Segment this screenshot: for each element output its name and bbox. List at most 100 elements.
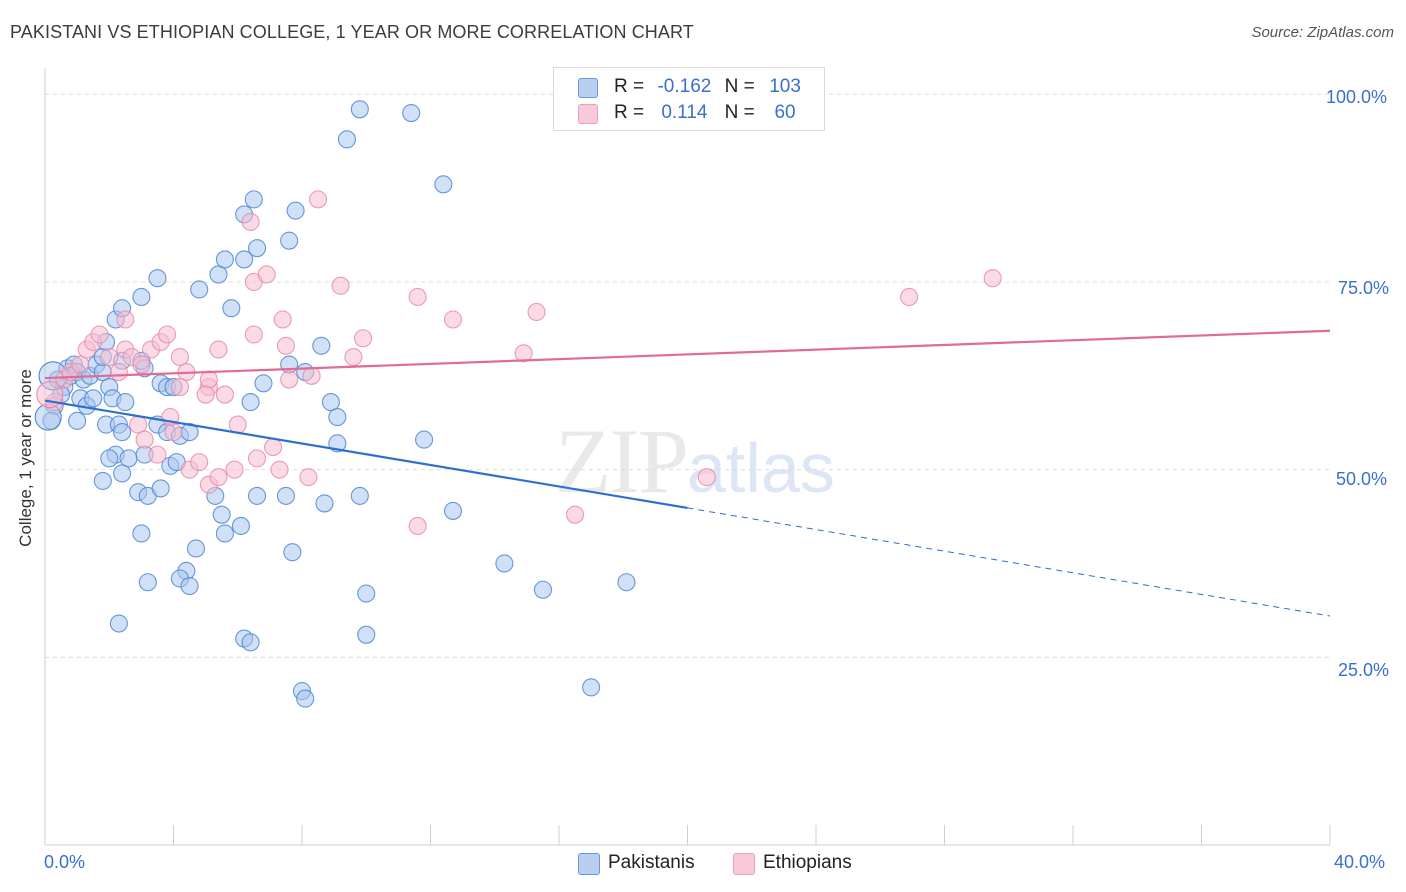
ethiopian-point [158,325,177,344]
pakistani-point [296,689,315,708]
pakistani-point [109,614,128,633]
pakistani-point [231,516,251,535]
pakistani-point [93,471,112,490]
ethiopians-points [36,190,1002,535]
pakistani-point [443,501,463,520]
ethiopian-point [241,212,260,231]
pakistani-point [280,231,299,250]
ethiopian-point [36,381,64,409]
legend-swatch-ethiopians [578,104,598,124]
pakistani-point [84,389,103,408]
ethiopian-point [443,310,463,329]
x-tick-label: 0.0% [44,852,86,872]
ethiopian-point [566,505,585,524]
ethiopian-point [270,460,289,479]
n-label: N = [724,76,755,97]
pakistani-point [151,479,170,498]
legend-swatch-ethiopians [733,853,755,875]
pakistani-point [235,250,254,269]
pakistani-point [617,573,636,592]
ethiopian-point [983,269,1002,288]
ethiopian-point [299,468,318,487]
y-tick-label: 100.0% [1326,87,1388,107]
ethiopian-point [244,325,263,344]
pakistani-point [116,393,135,412]
pakistani-point [357,584,376,603]
pakistani-point [93,362,112,382]
pakistani-point [119,449,138,468]
pakistani-point [402,103,421,123]
ethiopian-point [280,370,299,389]
pakistani-point [241,393,260,412]
ethiopian-point [170,347,189,367]
pakistani-point [180,576,199,596]
ethiopian-point [196,385,215,404]
pakistani-point [209,265,228,284]
ethiopian-point [170,378,189,397]
ethiopian-point [228,415,247,434]
ethiopian-point [331,276,350,295]
pakistani-point [68,411,87,430]
pakistani-point [244,190,263,209]
trend-lines [44,329,1331,617]
correlation-legend: R = -0.162 N = 103 R = 0.114 N = 60 [553,67,825,131]
ethiopian-point [514,344,533,363]
ethiopian-point [309,190,328,209]
legend-label-ethiopians: Ethiopians [763,852,852,873]
pakistani-point [533,580,552,599]
ethiopian-point [199,370,218,389]
ethiopian-point [116,310,135,329]
ethiopian-point [353,329,373,348]
ethiopian-point [71,355,90,374]
pakistani-point [247,486,267,505]
ethiopian-point [408,287,427,307]
ethiopian-point [109,362,128,382]
pakistani-point [222,299,241,318]
pakistani-point [148,269,167,288]
ethiopian-point [190,453,209,472]
ethiopian-point [209,340,228,359]
ethiopian-point [215,385,234,404]
ethiopian-point [264,438,283,457]
r-value-pakistanis: -0.162 [657,76,712,97]
n-label: N = [724,102,755,123]
pakistani-point [132,287,151,307]
r-label: R = [614,102,645,123]
chart-title: PAKISTANI VS ETHIOPIAN COLLEGE, 1 YEAR O… [10,22,694,42]
pakistani-point [212,505,231,524]
ethiopian-point [100,347,119,367]
y-tick-label: 50.0% [1336,469,1388,489]
pakistani-point [312,336,331,355]
pakistani-point [328,408,347,427]
ethiopian-point [135,430,154,449]
ethiopian-point [225,460,244,479]
pakistani-point [495,554,514,573]
watermark-zip: ZIP [555,410,689,512]
pakistani-point [337,130,357,149]
watermark: ZIPatlas [555,408,835,514]
ethiopian-point [273,310,292,329]
pakistani-point [215,250,234,269]
x-tick-label: 40.0% [1334,852,1386,872]
ethiopian-point [247,449,267,468]
pakistani-point [100,449,119,468]
pakistani-point [254,374,273,393]
ethiopian-point [132,355,151,374]
ethiopian-point [900,287,919,307]
pakistani-point [315,494,334,513]
ethiopian-point [148,445,167,464]
pakistani-point [113,464,132,483]
pakistani-point [286,201,305,220]
pakistani-point [276,486,295,505]
ethiopian-point [276,336,295,355]
pakistani-point [434,175,453,194]
ethiopian-point [408,516,427,535]
legend-swatch-pakistanis [578,78,598,98]
ethiopian-point [302,366,321,385]
pakistani-point [113,423,132,442]
pakistani-point [138,573,157,592]
ethiopian-point [527,302,546,322]
pakistanis-trend-extension [687,507,1331,617]
ethiopian-point [90,325,109,344]
